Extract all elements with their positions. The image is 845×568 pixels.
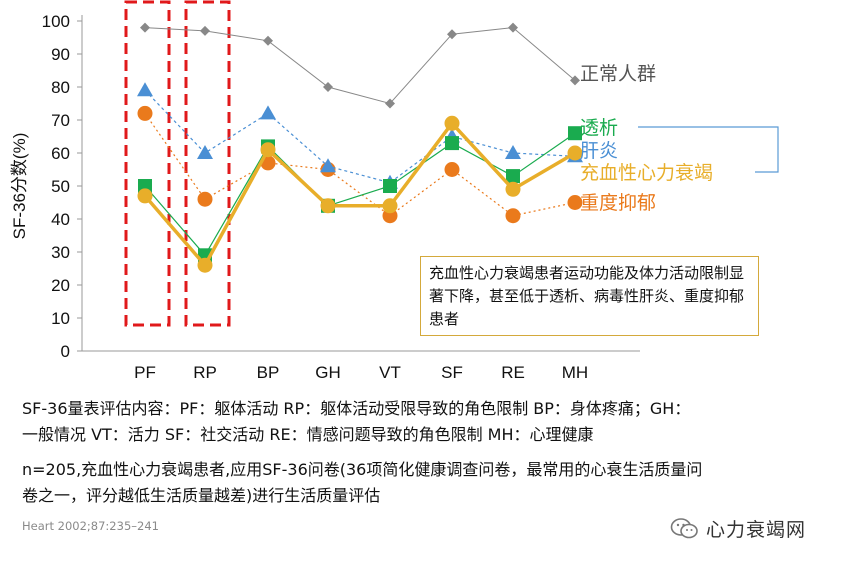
data-point [505,181,521,197]
y-tick-label: 60 [51,144,70,163]
data-point [506,169,520,184]
y-tick-label: 10 [51,309,70,328]
y-tick-label: 30 [51,243,70,262]
legend-label: 充血性心力衰竭 [580,162,713,184]
y-tick-label: 40 [51,210,70,229]
legend-label: 重度抑郁 [580,192,656,214]
callout-box: 充血性心力衰竭患者运动功能及体力活动限制显著下降，甚至低于透析、病毒性肝炎、重度… [420,256,759,336]
highlight-box [124,0,171,327]
y-tick-label: 20 [51,276,70,295]
data-point [567,195,583,210]
legend-label: 肝炎 [580,140,618,162]
data-point [447,29,457,40]
series-line [144,27,576,105]
legend-label: 正常人群 [580,63,656,85]
data-point [197,257,213,273]
highlight-box [184,0,231,327]
data-point [260,142,276,158]
x-tick-label: RP [193,363,217,382]
y-tick-label: 80 [51,78,70,97]
y-axis-label: SF-36分数(%) [10,133,29,240]
x-tick-label: PF [134,363,156,382]
data-point [137,82,153,97]
legend-label: 透析 [580,117,618,139]
data-point [505,145,521,159]
notes-line-3: n=205,充血性心力衰竭患者,应用SF-36问卷(36项简化健康调查问卷，最常… [22,460,703,479]
data-point [382,198,398,214]
data-point [323,82,333,92]
notes-line-1: SF-36量表评估内容：PF：躯体活动 RP：躯体活动受限导致的角色限制 BP：… [22,399,691,418]
data-point [570,75,580,86]
y-tick-label: 90 [51,45,70,64]
data-point [385,98,395,109]
logo-text: 心力衰竭网 [706,519,807,541]
wechat-icon [670,517,698,538]
data-point [444,162,460,177]
legend-bracket [638,126,779,173]
y-tick-label: 100 [42,12,70,31]
source-citation: Heart 2002;87:235–241 [22,519,159,533]
series-line [144,89,576,184]
data-point [568,126,582,141]
x-tick-label: MH [562,363,588,382]
data-point [505,208,521,224]
notes-line-2: 一般情况 VT：活力 SF：社交活动 RE：情感问题导致的角色限制 MH：心理健… [22,425,594,444]
x-tick-label: SF [441,363,463,382]
x-tick-label: GH [315,363,341,382]
brand-logo: 心力衰竭网 [670,515,806,542]
data-point [320,198,336,214]
x-tick-label: VT [379,363,401,382]
data-point [445,136,459,151]
notes-line-4: 卷之一，评分越低生活质量越差)进行生活质量评估 [22,486,381,505]
data-point [197,191,213,207]
data-point [137,105,153,121]
data-point [137,188,153,204]
data-point [508,22,518,33]
data-point [200,25,210,36]
callout-text: 充血性心力衰竭患者运动功能及体力活动限制显著下降，甚至低于透析、病毒性肝炎、重度… [429,264,745,328]
sf36-line-chart: 0 10 20 30 40 50 60 70 80 90 100 SF-36分数(%) PF RP BP GH… [10,0,779,382]
x-tick-label: BP [257,363,280,382]
data-point [320,158,336,173]
data-point [383,179,397,193]
data-point [263,35,273,46]
data-point [260,105,276,120]
series-line [144,113,576,217]
data-point [444,115,460,131]
data-point [140,22,150,33]
series-line [144,132,576,257]
y-tick-label: 50 [51,177,70,196]
series-line [143,120,576,269]
y-tick-label: 70 [51,111,70,130]
y-tick-label: 0 [61,342,70,361]
data-point [567,145,583,161]
x-tick-label: RE [501,363,525,382]
data-point [197,145,213,159]
